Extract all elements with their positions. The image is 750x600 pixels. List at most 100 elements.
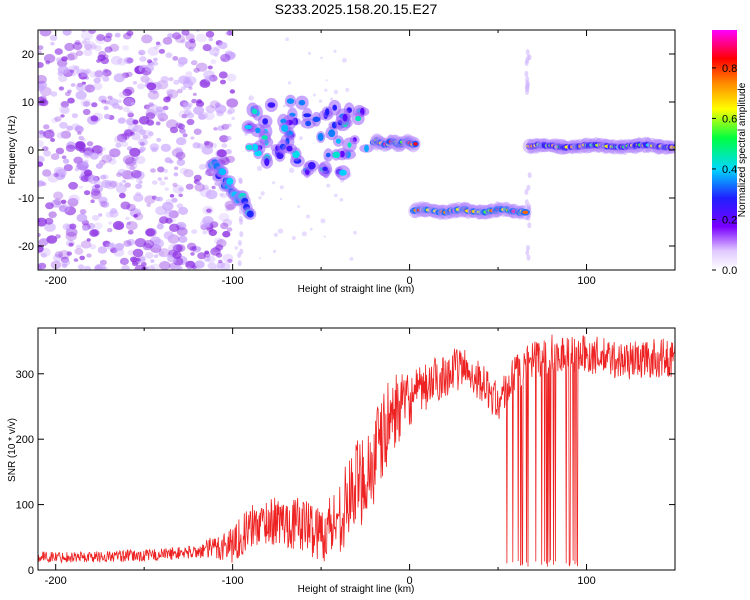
noise-speck (191, 229, 198, 235)
noise-speck (67, 89, 72, 94)
noise-speck (90, 88, 95, 92)
noise-speck (105, 243, 115, 250)
noise-speck (43, 150, 51, 157)
noise-speck (176, 265, 183, 270)
noise-speck (234, 246, 238, 250)
noise-speck (214, 181, 220, 186)
noise-speck (130, 102, 135, 106)
noise-speck (193, 67, 200, 73)
noise-speck (138, 51, 144, 56)
noise-speck (38, 161, 44, 167)
noise-speck (38, 219, 41, 223)
noise-speck (54, 251, 64, 258)
noise-speck (82, 108, 91, 116)
noise-speck (154, 45, 159, 50)
spectral-blob (317, 133, 324, 141)
noise-speck (204, 250, 210, 255)
noise-speck (226, 98, 239, 108)
noise-speck (75, 164, 82, 169)
noise-speck (155, 109, 166, 118)
noise-speck (175, 146, 183, 153)
noise-speck (126, 57, 134, 64)
noise-speck (191, 60, 198, 66)
noise-speck (84, 190, 91, 196)
noise-speck (141, 129, 153, 139)
spectral-blob (226, 177, 234, 185)
noise-speck (260, 191, 265, 196)
noise-speck (114, 135, 125, 144)
y-tick-label: -10 (18, 193, 34, 205)
noise-speck (207, 65, 213, 70)
spectral-blob (251, 143, 258, 151)
noise-speck (279, 197, 283, 201)
noise-speck (156, 137, 162, 142)
noise-speck (186, 266, 191, 270)
noise-speck (96, 34, 105, 41)
noise-speck (176, 158, 186, 166)
noise-speck (74, 247, 84, 255)
noise-speck (135, 183, 143, 190)
noise-speck (197, 143, 205, 149)
noise-speck (98, 196, 108, 204)
noise-speck (68, 181, 78, 190)
noise-speck (94, 70, 104, 78)
noise-speck (122, 155, 135, 165)
noise-speck (43, 129, 55, 139)
noise-speck (53, 254, 63, 262)
noise-speck (178, 109, 190, 119)
noise-speck (165, 52, 173, 58)
noise-speck (116, 133, 128, 143)
spectral-blob (298, 99, 306, 106)
noise-speck (79, 209, 87, 215)
noise-speck (103, 113, 111, 120)
noise-speck (527, 222, 532, 229)
noise-speck (237, 240, 242, 246)
noise-speck (273, 232, 279, 237)
noise-speck (38, 74, 47, 84)
noise-speck (121, 265, 130, 270)
spectrogram-xlabel: Height of straight line (km) (298, 284, 415, 295)
spectral-blob (325, 152, 331, 158)
noise-speck (139, 56, 147, 62)
noise-speck (138, 180, 143, 184)
noise-speck (124, 97, 135, 107)
colorbar-tick-label: 0.2 (722, 214, 737, 226)
noise-speck (40, 252, 48, 258)
noise-speck (185, 71, 193, 77)
noise-speck (91, 229, 100, 236)
noise-speck (140, 75, 150, 83)
noise-speck (214, 265, 221, 270)
noise-speck (126, 221, 132, 225)
noise-speck (201, 145, 213, 155)
noise-speck (43, 124, 50, 130)
spectral-blob (328, 129, 336, 138)
noise-speck (226, 110, 233, 115)
noise-speck (178, 193, 183, 198)
spectral-blob (347, 142, 352, 148)
noise-speck (168, 159, 174, 164)
noise-speck (181, 86, 186, 91)
noise-speck (55, 172, 66, 181)
noise-speck (211, 185, 216, 190)
noise-speck (333, 193, 338, 198)
noise-speck (208, 47, 220, 56)
noise-speck (194, 260, 205, 269)
noise-speck (524, 70, 529, 77)
noise-speck (524, 60, 529, 66)
noise-speck (204, 172, 209, 176)
noise-speck (196, 246, 202, 251)
noise-speck (65, 53, 75, 61)
snr-plot (38, 334, 675, 567)
noise-speck (525, 249, 530, 256)
snr-frame (37, 327, 676, 571)
noise-speck (204, 111, 215, 121)
noise-speck (145, 228, 156, 237)
snr-ylabel: SNR (10 * v/v) (7, 418, 18, 482)
noise-speck (102, 76, 110, 82)
noise-speck (60, 130, 72, 139)
noise-speck (277, 228, 284, 234)
noise-speck (114, 243, 125, 251)
noise-speck (81, 40, 87, 45)
noise-speck (166, 119, 178, 129)
noise-speck (59, 121, 68, 129)
